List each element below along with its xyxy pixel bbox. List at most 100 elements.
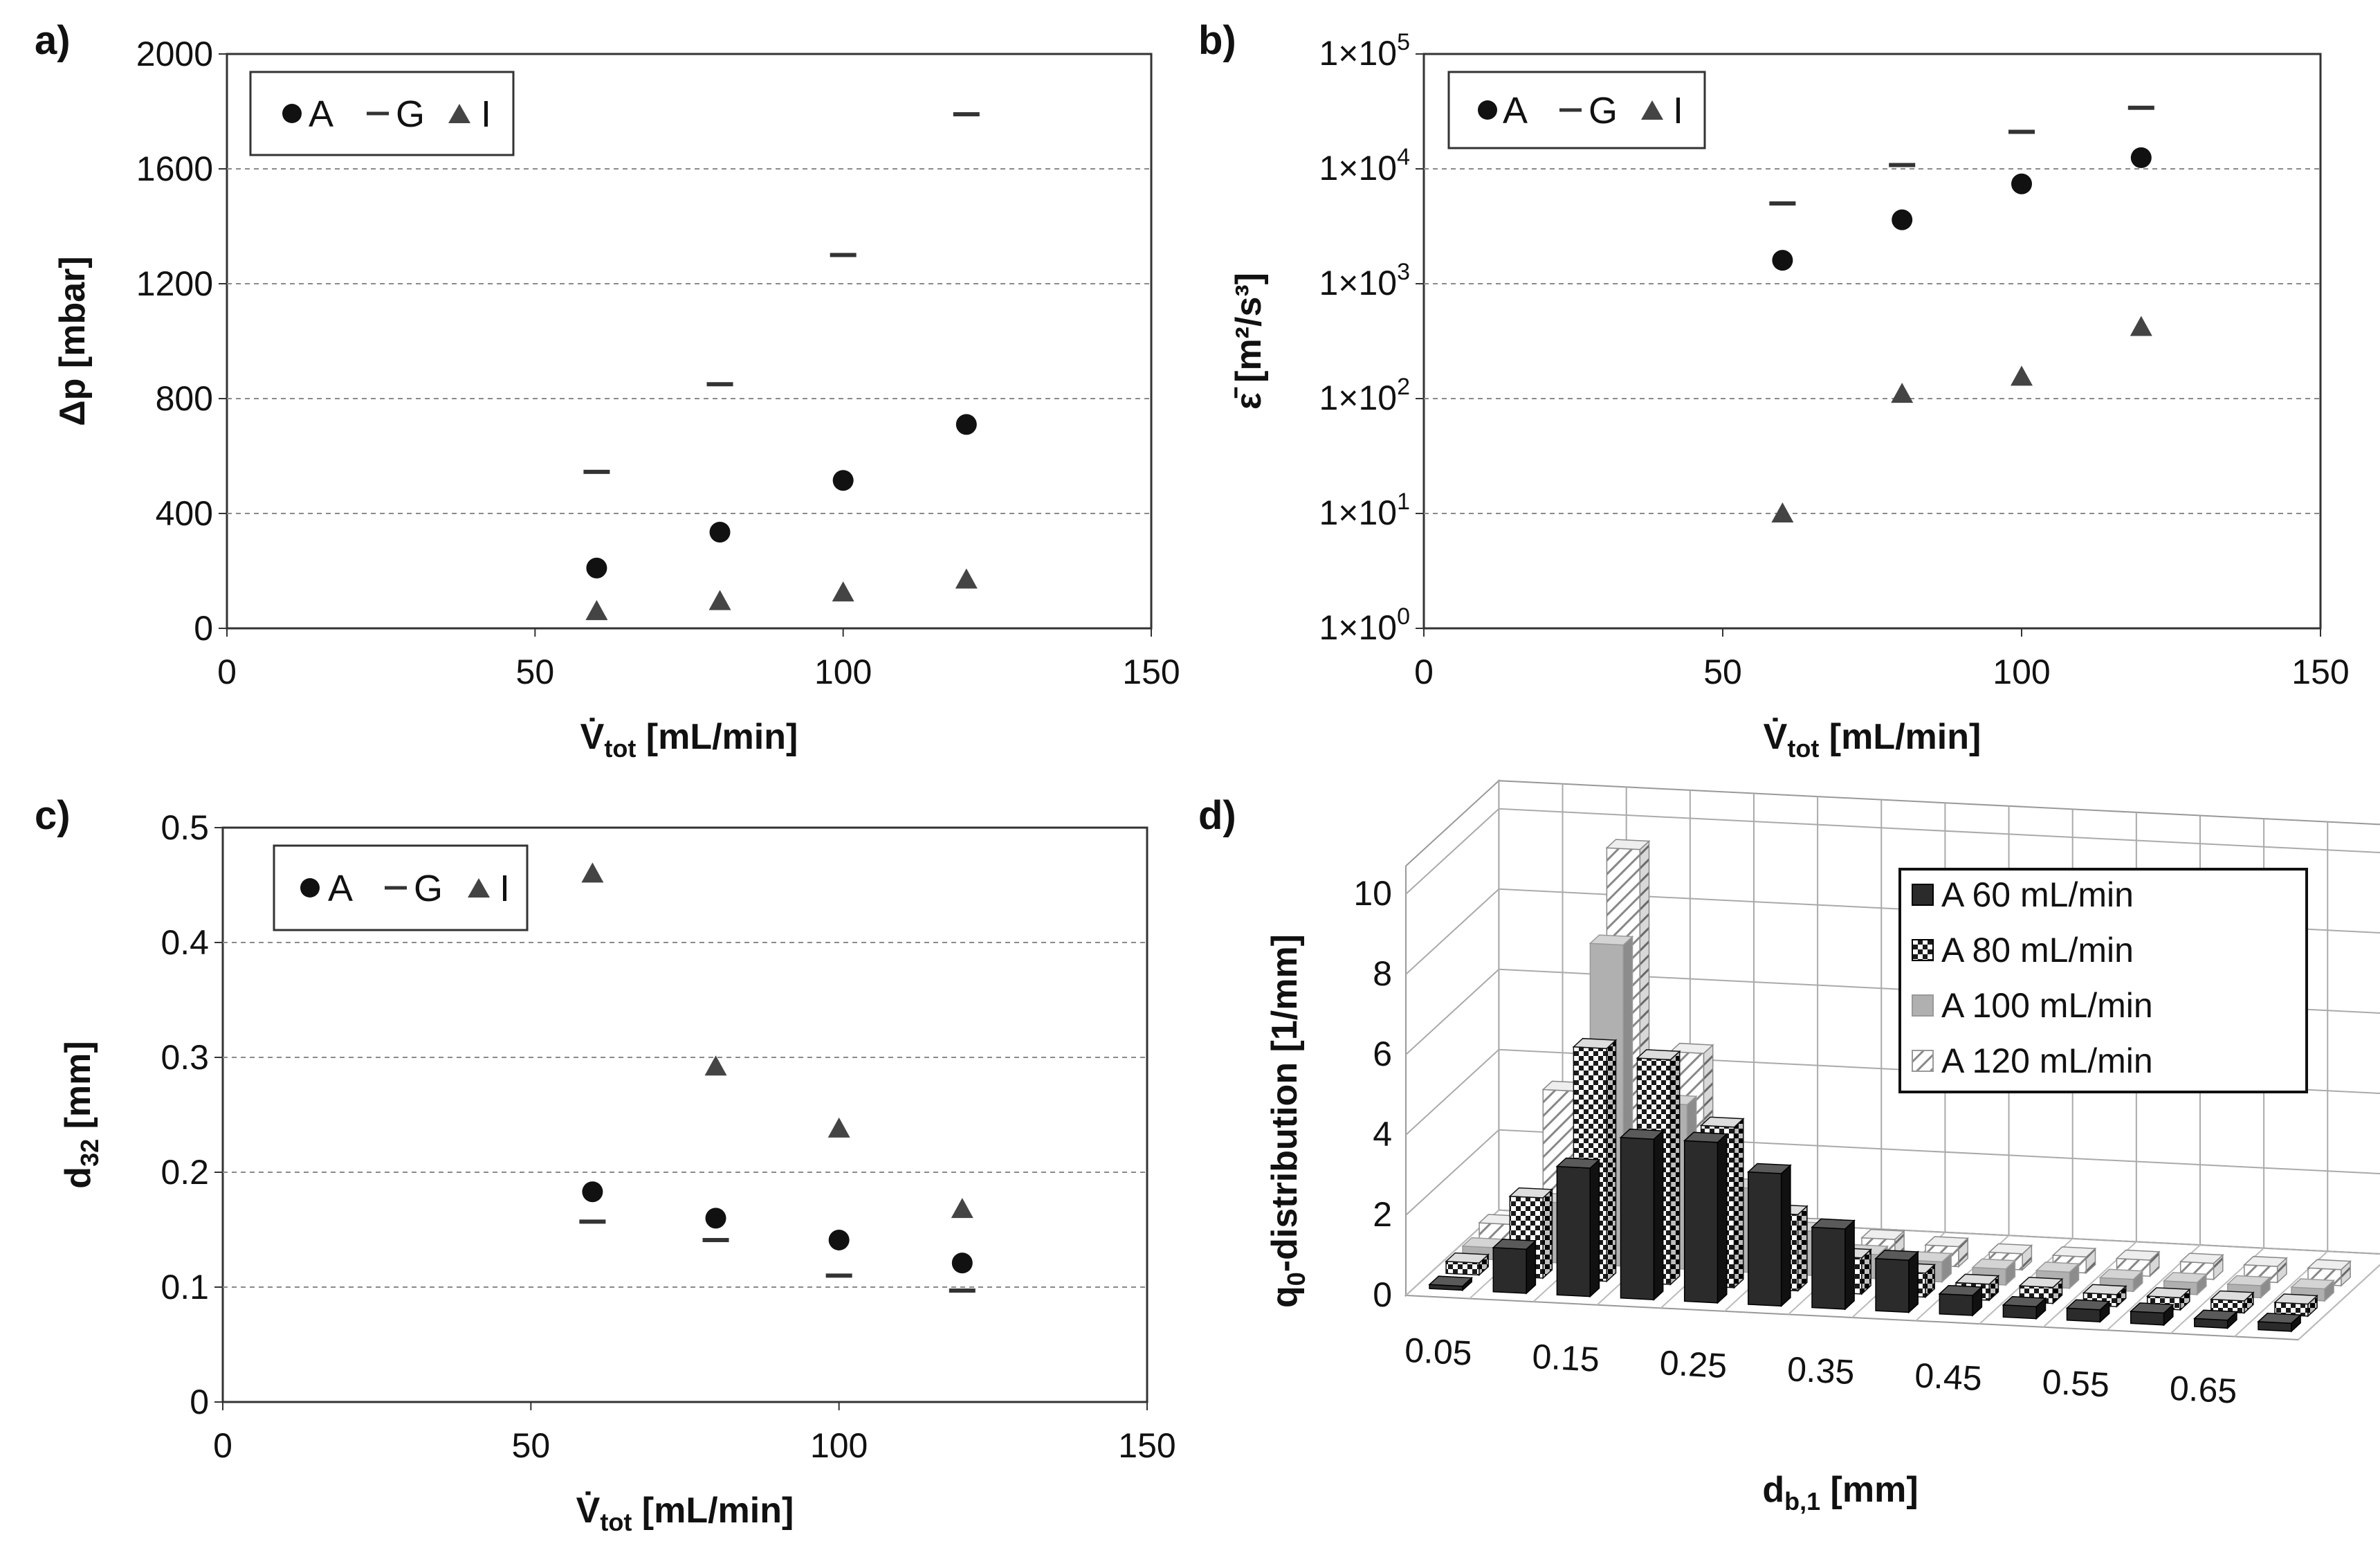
y-tick-exponent: 3 — [1397, 259, 1410, 285]
x-axis-label-main: V̇ — [1764, 717, 1788, 757]
x-tick-label: 100 — [810, 1426, 868, 1465]
bar-front — [1939, 1293, 1973, 1316]
y-tick-label: 1×100 — [1319, 603, 1410, 647]
x-axis-label-main: V̇ — [580, 717, 605, 757]
bar-dark-0.45 — [1938, 1284, 1984, 1317]
y-axis-label-main: d — [58, 1167, 98, 1189]
bar-front — [1620, 1137, 1655, 1300]
legend-label-60: A 60 mL/min — [1941, 875, 2134, 914]
bar-top — [1428, 1275, 1474, 1287]
y-tick-mantissa: 1×10 — [1319, 608, 1397, 647]
bar-dark-0.2 — [1619, 1128, 1665, 1301]
x-tick-labels: 0 50 100 150 — [217, 653, 1180, 691]
bar-side — [1589, 1158, 1600, 1298]
point-i — [827, 1117, 850, 1138]
x-tick-label: 50 — [1703, 653, 1742, 691]
point-i — [704, 1055, 727, 1076]
bar-top — [1683, 1131, 1728, 1143]
legend: A G I — [273, 844, 529, 931]
bar-top — [1699, 1116, 1745, 1128]
x-tick-label: 0.45 — [1914, 1356, 1983, 1398]
legend-label-a: A — [1503, 90, 1528, 131]
point-i — [955, 568, 978, 589]
legend-swatch-dark — [1912, 884, 1934, 906]
y-axis-label: q0-distribution [1/mm] — [1265, 934, 1310, 1308]
y-tick-label: 0.4 — [161, 923, 209, 962]
y-tick-label: 1200 — [136, 264, 213, 303]
point-i — [581, 862, 604, 883]
legend-label-g: G — [396, 93, 425, 135]
x-tick-label: 0.65 — [2169, 1369, 2238, 1411]
gridline — [2298, 1264, 2380, 1340]
bar-top — [1445, 1252, 1490, 1264]
bar-top — [2226, 1275, 2271, 1286]
y-tick-label: 800 — [156, 379, 213, 418]
y-axis-label: Δp [mbar] — [53, 256, 93, 426]
legend-label-120: A 120 mL/min — [1941, 1041, 2153, 1080]
point-i — [951, 1198, 973, 1219]
legend-label-100: A 100 mL/min — [1941, 986, 2153, 1025]
legend-label-80: A 80 mL/min — [1941, 931, 2134, 969]
bar-top — [2179, 1253, 2224, 1264]
panel-label-d: d) — [1198, 793, 1236, 838]
x-tick-label: 0 — [213, 1426, 232, 1465]
y-tick-mantissa: 1×10 — [1319, 264, 1397, 302]
point-a — [2011, 173, 2032, 194]
x-tick-label: 0.55 — [2041, 1363, 2110, 1405]
x-axis-label-sub: tot — [1787, 734, 1819, 763]
bar-side — [1542, 1188, 1553, 1280]
bar-side — [1669, 1050, 1681, 1286]
bar-dark-0.7 — [2257, 1313, 2302, 1333]
point-a — [705, 1208, 726, 1229]
plot-frame — [1422, 53, 2322, 630]
x-axis-label-main: V̇ — [576, 1491, 601, 1531]
x-axis-label: db,1 [mm] — [1762, 1470, 1918, 1515]
x-axis-label-sub: tot — [604, 734, 636, 763]
legend-label-a: A — [309, 93, 333, 135]
bar-top — [1605, 839, 1651, 850]
x-tick-labels: 0 50 100 150 — [213, 1426, 1176, 1465]
bar-side — [1780, 1164, 1791, 1308]
point-i — [832, 581, 854, 602]
bar-top — [1746, 1163, 1792, 1174]
bar-front — [1492, 1247, 1527, 1294]
x-axis-label: V̇tot [mL/min] — [1764, 717, 1981, 763]
x-tick-label: 0.05 — [1404, 1331, 1473, 1373]
bar-light-0.6 — [2162, 1272, 2208, 1296]
point-i — [1771, 502, 1794, 522]
bar-dark-0.4 — [1874, 1249, 1920, 1314]
x-axis-label-rest: [mm] — [1820, 1470, 1919, 1510]
x-tick-label: 0.15 — [1531, 1337, 1600, 1379]
point-a — [828, 1229, 850, 1250]
bar-top — [2035, 1262, 2080, 1273]
y-tick-exponent: 1 — [1397, 489, 1410, 515]
y-axis-label-sub: 0 — [1282, 1272, 1310, 1286]
legend-label-a: A — [328, 868, 353, 909]
bar-top — [2065, 1299, 2111, 1311]
point-i — [585, 600, 608, 621]
point-a — [1772, 250, 1793, 271]
y-tick-label: 0.3 — [161, 1038, 209, 1077]
bar-top — [2307, 1259, 2352, 1271]
y-tick-label: 0 — [190, 1383, 209, 1421]
bar-top — [1924, 1236, 1970, 1248]
y-axis-label-sub: 32 — [75, 1139, 104, 1167]
point-a — [582, 1181, 603, 1203]
y-tick-label: 1×102 — [1319, 374, 1410, 417]
bar-top — [2051, 1246, 2097, 1258]
legend-box — [1898, 868, 2308, 1093]
y-axis-label: d32 [mm] — [58, 1041, 104, 1188]
x-tick-label: 50 — [516, 653, 555, 691]
bar-top — [1492, 1239, 1537, 1250]
bar-top — [1938, 1284, 1984, 1296]
x-axis-label-sub: tot — [600, 1508, 632, 1536]
bar-top — [2193, 1309, 2238, 1321]
z-tick-labels: 0 2 4 6 8 10 — [1353, 874, 1392, 1314]
y-tick-exponent: 5 — [1397, 29, 1410, 55]
bar-top — [1955, 1273, 2000, 1285]
panel-label-b: b) — [1198, 18, 1236, 63]
bar-top — [1874, 1249, 1920, 1261]
bar-top — [1572, 1037, 1618, 1049]
x-tick-label: 0.25 — [1658, 1343, 1728, 1385]
x-axis-label-rest: [mL/min] — [636, 717, 798, 757]
